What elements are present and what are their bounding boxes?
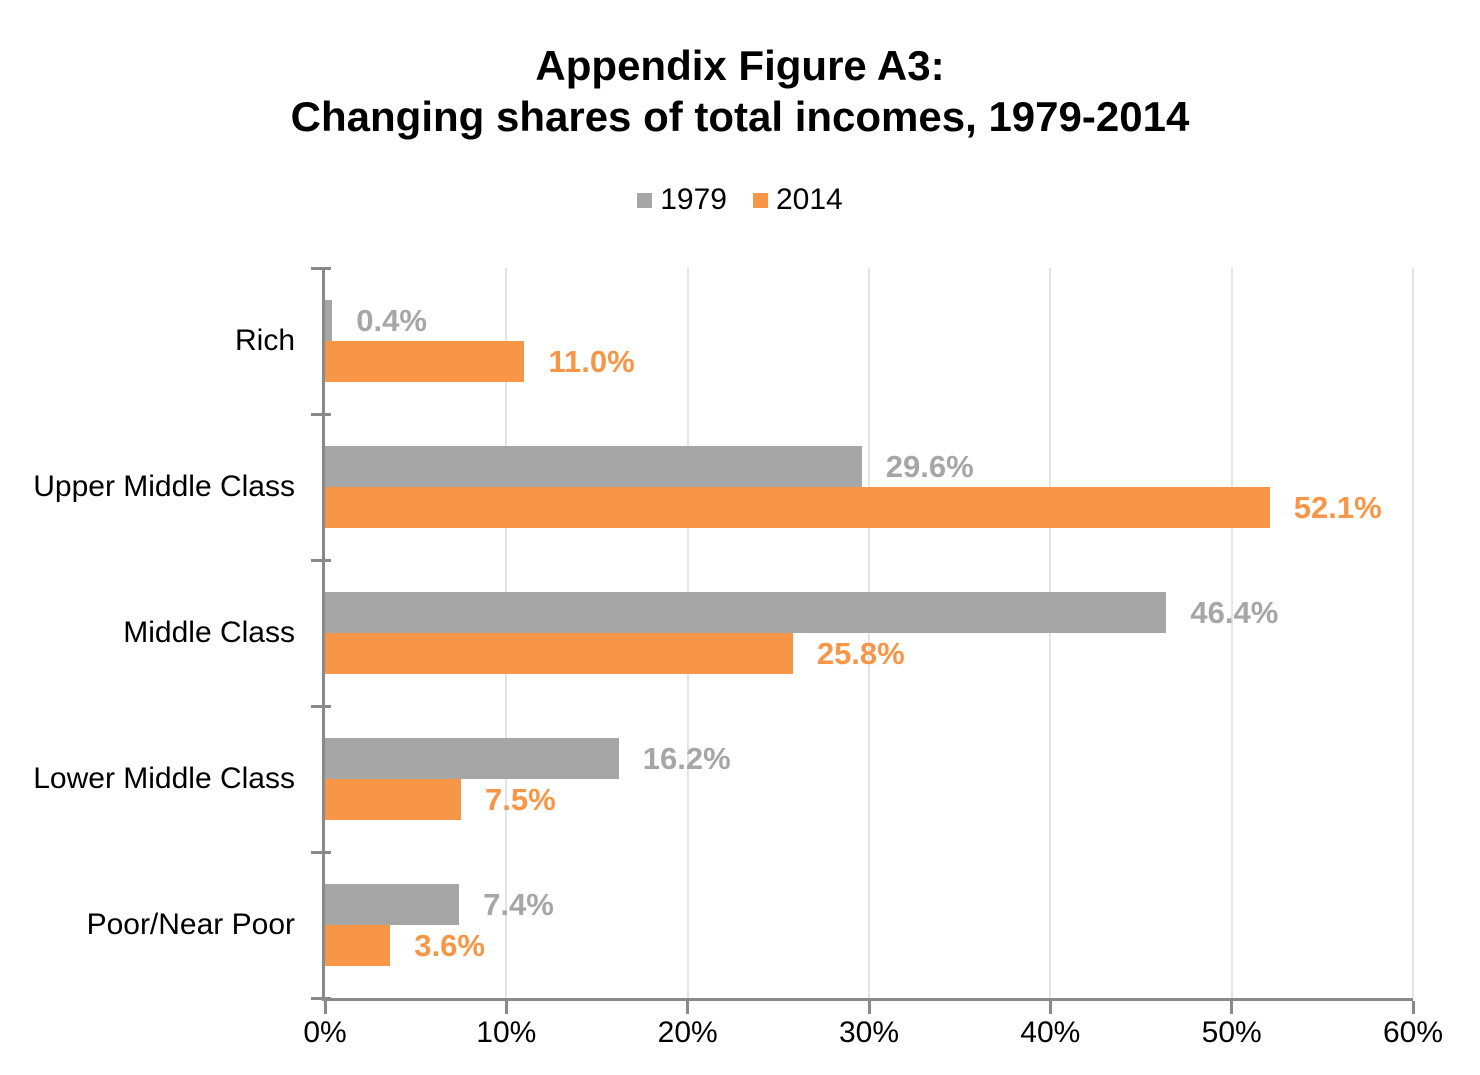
bar-group-Poor/Near Poor: 7.4% 3.6%	[325, 852, 1413, 998]
y-axis-tick	[311, 997, 331, 1000]
x-axis-tick	[323, 1001, 327, 1014]
value-label-1979: 29.6%	[885, 449, 974, 484]
bar-2014	[325, 487, 1270, 528]
category-axis-labels: Rich Upper Middle Class Middle Class Lower …	[0, 268, 295, 998]
y-axis-tick	[311, 413, 331, 416]
x-axis-tick	[686, 1001, 690, 1014]
legend-item-2014: 2014	[753, 183, 843, 217]
chart-title-line1: Appendix Figure A3:	[535, 42, 945, 89]
y-axis-tick	[311, 267, 331, 270]
bar-1979	[325, 592, 1167, 633]
bar-line: 29.6%	[325, 446, 1413, 487]
category-label: Middle Class	[123, 616, 295, 649]
chart-title-line2: Changing shares of total incomes, 1979-2…	[290, 93, 1190, 140]
value-label-2014: 52.1%	[1293, 490, 1382, 525]
value-label-1979: 46.4%	[1190, 595, 1279, 630]
x-axis-label-50%: 50%	[1201, 1016, 1262, 1049]
bar-line: 11.0%	[325, 341, 1413, 382]
bar-line: 16.2%	[325, 738, 1413, 779]
value-label-2014: 7.5%	[485, 782, 556, 817]
value-label-2014: 3.6%	[414, 928, 485, 963]
legend: 1979 2014	[0, 183, 1480, 217]
gridline	[1049, 268, 1052, 998]
x-axis-label-0%: 0%	[303, 1016, 347, 1049]
bar-1979	[325, 738, 619, 779]
bar-group-Lower Middle Class: 16.2% 7.5%	[325, 706, 1413, 852]
bar-line: 7.4%	[325, 884, 1413, 925]
legend-label: 2014	[776, 183, 843, 216]
bar-line: 25.8%	[325, 633, 1413, 674]
value-label-2014: 25.8%	[816, 636, 905, 671]
value-label-2014: 11.0%	[548, 344, 635, 379]
x-axis-tick-labels: 0% 10% 20% 30% 40% 50% 60%	[303, 1016, 1443, 1056]
bar-2014	[325, 779, 461, 820]
bar-group-Upper Middle Class: 29.6% 52.1%	[325, 414, 1413, 560]
category-label: Upper Middle Class	[33, 470, 295, 503]
gridline	[868, 268, 870, 998]
value-label-1979: 7.4%	[483, 887, 554, 922]
category-label: Lower Middle Class	[33, 762, 295, 795]
value-label-1979: 0.4%	[356, 303, 427, 338]
x-axis-label-30%: 30%	[838, 1016, 900, 1049]
bar-line: 52.1%	[325, 487, 1413, 528]
x-axis-label-10%: 10%	[476, 1016, 537, 1049]
bar-2014	[325, 925, 391, 966]
category-label: Rich	[234, 324, 295, 357]
chart-title: Appendix Figure A3: Changing shares of t…	[0, 40, 1480, 142]
x-axis-label-20%: 20%	[657, 1016, 718, 1049]
bar-1979	[325, 884, 460, 925]
x-axis-tick	[867, 1001, 871, 1014]
legend-item-1979: 1979	[637, 183, 727, 217]
legend-swatch-1979	[637, 192, 653, 208]
value-label-1979: 16.2%	[642, 741, 731, 776]
y-axis-tick	[311, 851, 331, 854]
y-axis-tick	[311, 705, 331, 708]
x-axis-tick	[1411, 1001, 1415, 1014]
x-axis-label-40%: 40%	[1020, 1016, 1081, 1049]
bar-line: 7.5%	[325, 779, 1413, 820]
x-axis-tick	[1230, 1001, 1234, 1014]
bar-2014	[325, 633, 793, 674]
legend-swatch-2014	[753, 192, 768, 208]
legend-label: 1979	[660, 183, 727, 216]
gridline	[1230, 268, 1233, 998]
bar-group-Middle Class: 46.4% 25.8%	[325, 560, 1413, 706]
plot-area: 0.4% 11.0% 29.6% 52.1% 46.4% 25.8% 16.2% 7.5% 7.…	[311, 267, 1415, 1014]
x-axis-tick	[504, 1001, 508, 1014]
bar-1979	[325, 300, 333, 341]
category-label: Poor/Near Poor	[86, 908, 295, 941]
y-axis-tick	[311, 559, 331, 562]
bar-1979	[325, 446, 862, 487]
gridline	[1412, 268, 1414, 998]
bar-line: 3.6%	[325, 925, 1413, 966]
bar-line: 46.4%	[325, 592, 1413, 633]
x-axis-tick	[1048, 1001, 1052, 1014]
x-axis-label-60%: 60%	[1382, 1016, 1444, 1049]
bar-line: 0.4%	[325, 300, 1413, 341]
bar-2014	[325, 341, 525, 382]
bar-group-Rich: 0.4% 11.0%	[325, 268, 1413, 414]
